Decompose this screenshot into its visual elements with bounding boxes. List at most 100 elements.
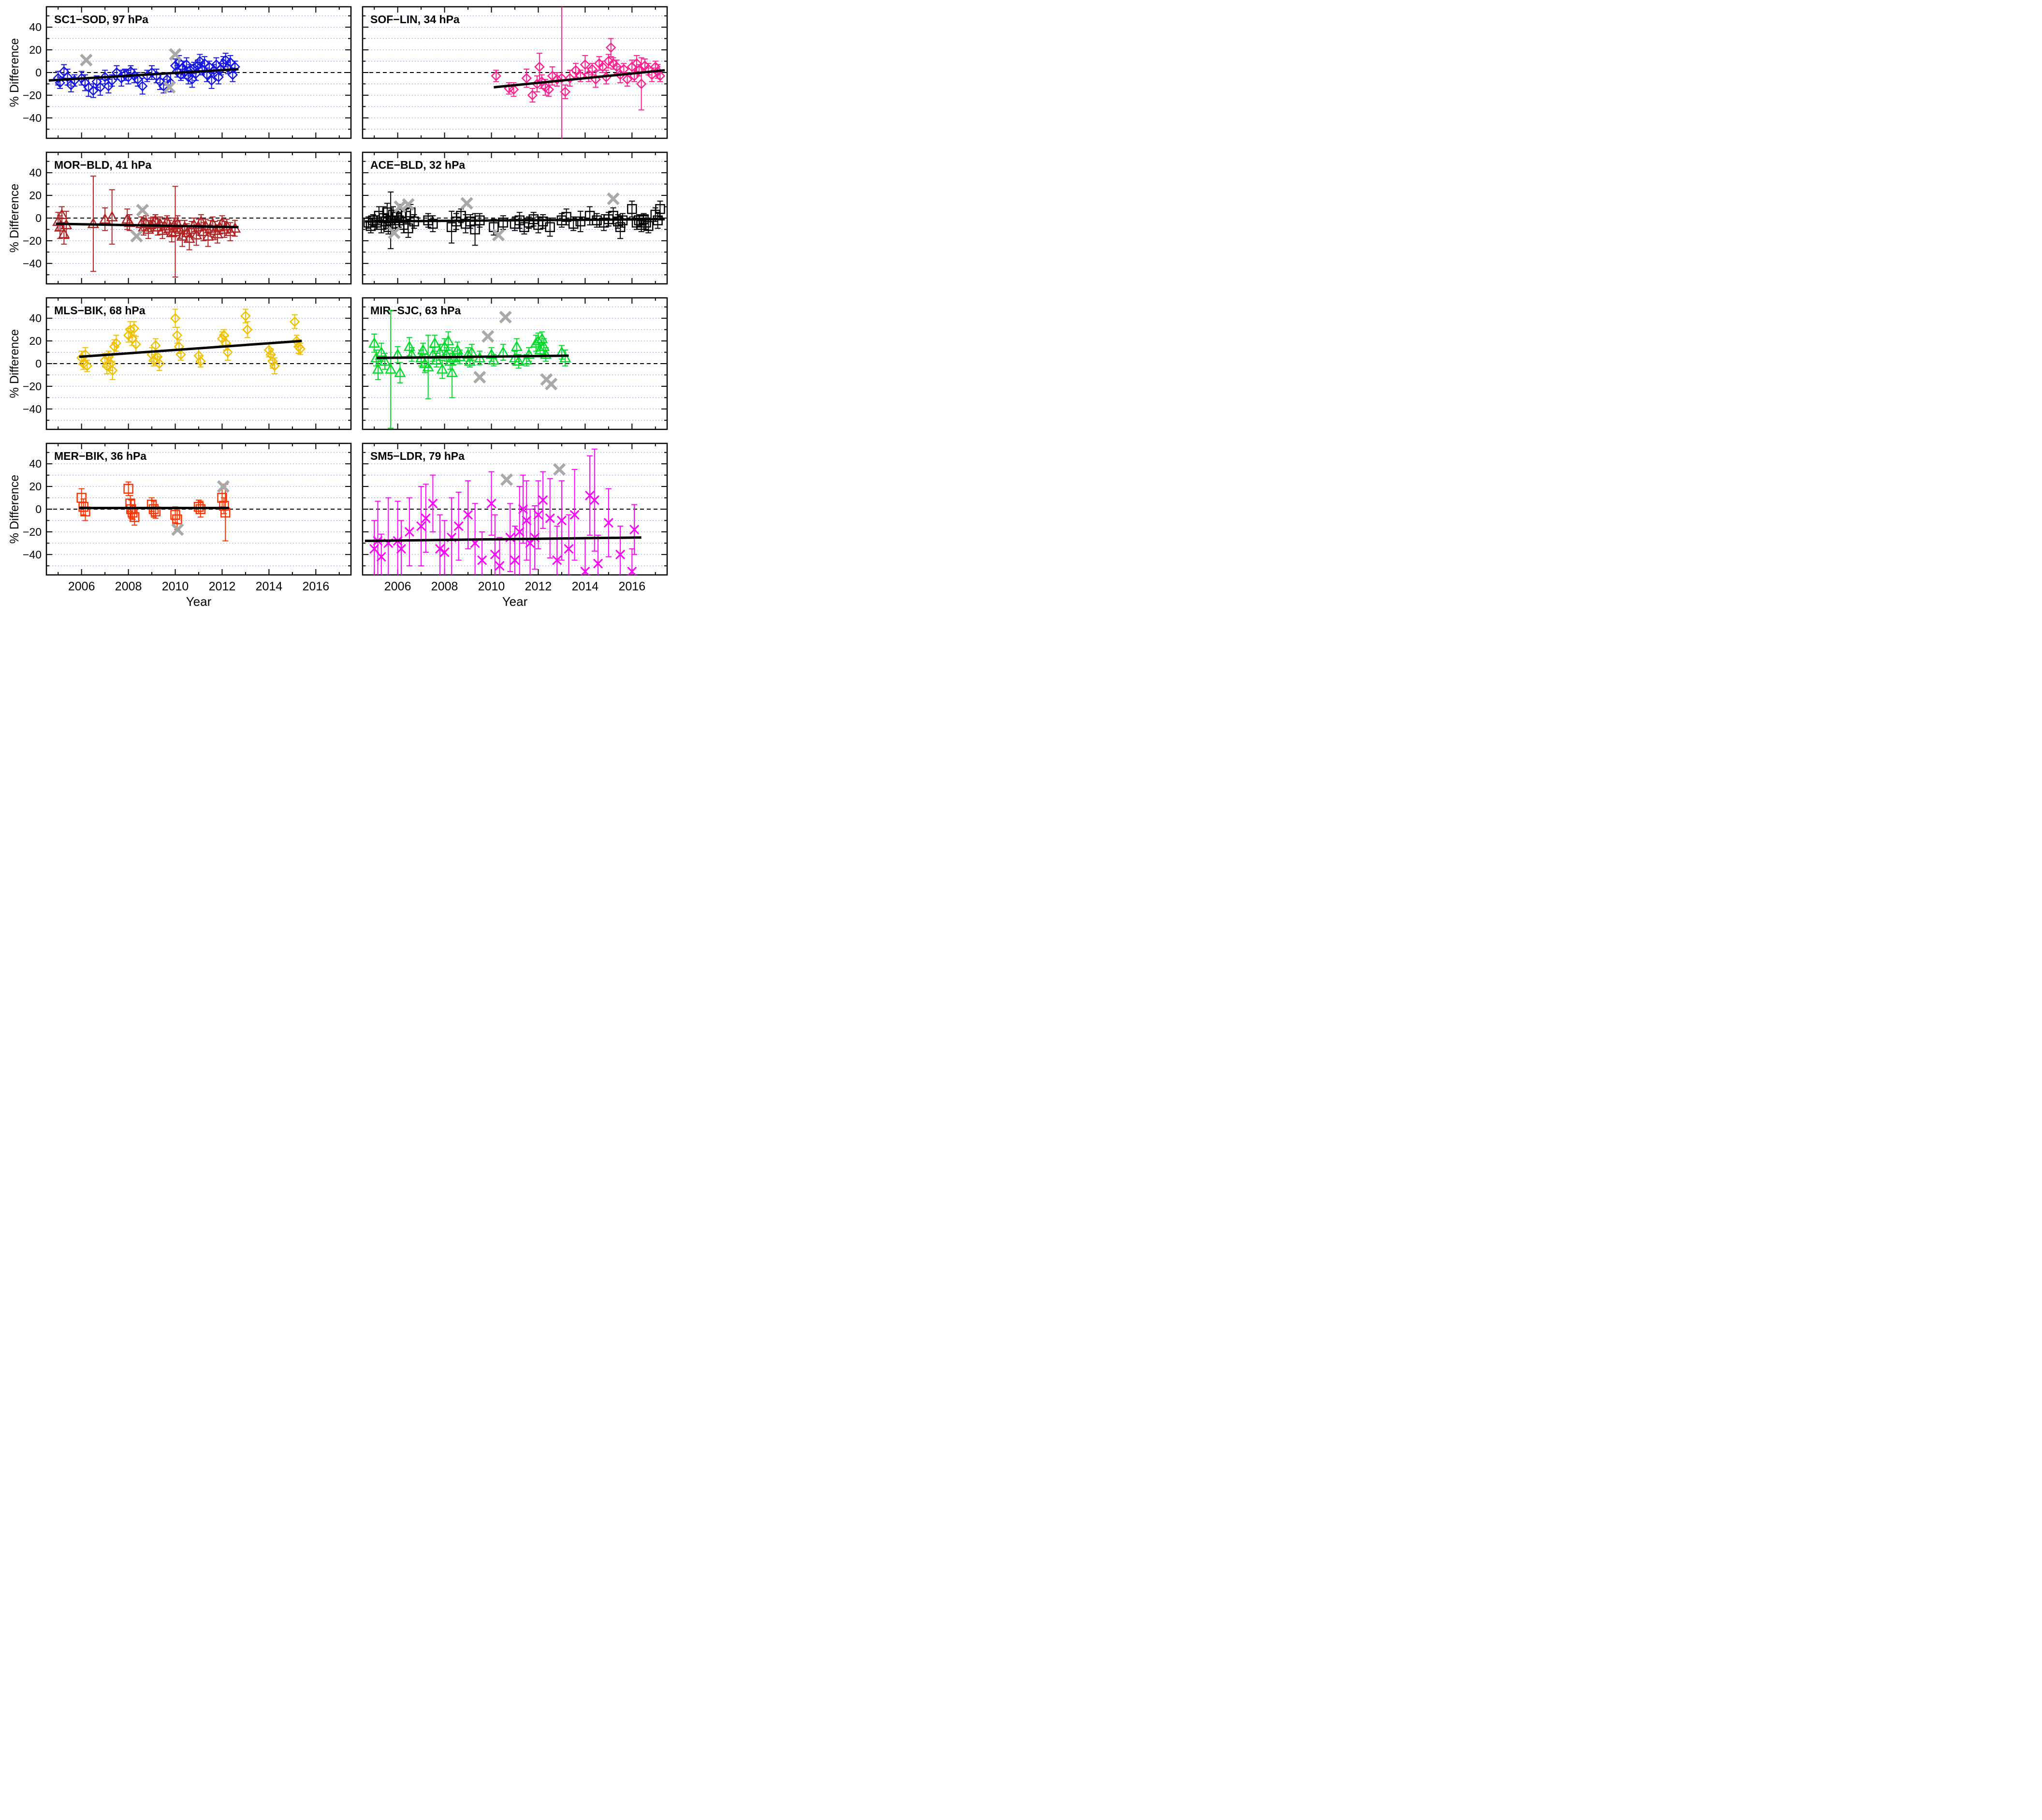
- axis-ticks: [363, 298, 667, 429]
- ozone-comparison-figure: −40 −20 0 20 40 % Difference SC1−SOD, 97 hPa S…: [0, 0, 684, 615]
- svg-text:2016: 2016: [302, 580, 329, 593]
- axis-ticks: [46, 7, 351, 138]
- plot-area: −40 −20 0 20 40 % Difference MLS−BIK, 68 hPa: [8, 297, 352, 430]
- data-layer: [48, 48, 240, 98]
- data-layer: [76, 480, 231, 542]
- svg-text:2010: 2010: [478, 580, 505, 593]
- error-bars: [493, 7, 663, 138]
- axis-ticks: [46, 298, 351, 429]
- data-points: [368, 332, 571, 377]
- svg-text:−20: −20: [23, 526, 42, 538]
- panel-mls-bik: −40 −20 0 20 40 % Difference MLS−BIK, 68 hPa: [4, 295, 353, 436]
- svg-text:2016: 2016: [618, 580, 645, 593]
- plot-area: −40 −20 0 20 40 % Difference SC1−SOD, 97 hPa: [8, 6, 352, 139]
- svg-text:40: 40: [29, 21, 42, 33]
- svg-text:2012: 2012: [209, 580, 236, 593]
- svg-text:−20: −20: [23, 380, 42, 393]
- svg-text:2010: 2010: [162, 580, 189, 593]
- x-axis-label: Year: [502, 594, 528, 609]
- panel-title: MER−BIK, 36 hPa: [54, 450, 146, 462]
- panel-background: [4, 440, 353, 609]
- svg-text:2012: 2012: [525, 580, 552, 593]
- svg-text:20: 20: [29, 44, 42, 56]
- svg-text:0: 0: [35, 66, 42, 79]
- panel-title: ACE−BLD, 32 hPa: [370, 159, 465, 171]
- y-tick-labels: −40 −20 0 20 40: [23, 21, 42, 124]
- axis-ticks: [46, 152, 351, 284]
- y-tick-labels: −40 −20 0 20 40: [23, 166, 42, 270]
- svg-text:−20: −20: [23, 235, 42, 247]
- axis-ticks: [46, 443, 351, 575]
- trend-line: [494, 69, 665, 88]
- svg-text:20: 20: [29, 335, 42, 347]
- y-axis-label: % Difference: [8, 329, 21, 398]
- svg-text:0: 0: [35, 357, 42, 370]
- data-points: [53, 55, 240, 96]
- panel-mor-bld: −40 −20 0 20 40 % Difference MOR−BLD, 41 hPa: [4, 149, 353, 290]
- svg-text:−40: −40: [23, 112, 42, 124]
- y-axis-label: % Difference: [8, 38, 21, 107]
- x-tick-labels: 2006 2008 2010 2012 2014 2016: [68, 580, 329, 593]
- outlier-x-markers: [500, 463, 566, 486]
- svg-text:20: 20: [29, 480, 42, 493]
- svg-text:−40: −40: [23, 257, 42, 270]
- svg-text:40: 40: [29, 166, 42, 179]
- chart-mor-bld: −40 −20 0 20 40 % Difference MOR−BLD, 41 hPa: [4, 149, 353, 288]
- svg-text:−40: −40: [23, 403, 42, 415]
- panel-title: SOF−LIN, 34 hPa: [370, 13, 460, 26]
- svg-text:2006: 2006: [384, 580, 411, 593]
- svg-text:0: 0: [35, 503, 42, 515]
- data-layer: [491, 7, 666, 138]
- outlier-x-markers: [473, 310, 558, 391]
- outlier-x-markers: [130, 204, 149, 243]
- panel-title: MOR−BLD, 41 hPa: [54, 159, 152, 171]
- chart-sm5-ldr: 2006 2008 2010 2012 2014 2016 Year SM5−LDR, 79 …: [360, 440, 672, 609]
- panel-title: SM5−LDR, 79 hPa: [370, 450, 465, 462]
- chart-mir-sjc: MIR−SJC, 63 hPa: [360, 295, 672, 433]
- chart-mls-bik: −40 −20 0 20 40 % Difference MLS−BIK, 68 hPa: [4, 295, 353, 433]
- trend-line: [377, 354, 569, 359]
- panel-background: [360, 440, 672, 609]
- y-tick-labels: −40 −20 0 20 40: [23, 312, 42, 415]
- svg-text:2014: 2014: [256, 580, 283, 593]
- svg-text:2008: 2008: [115, 580, 142, 593]
- data-layer: [76, 308, 306, 380]
- outlier-x-markers: [388, 192, 620, 242]
- x-axis-label: Year: [186, 594, 212, 609]
- trend-line: [365, 536, 642, 543]
- svg-text:40: 40: [29, 312, 42, 324]
- data-points: [369, 490, 640, 575]
- svg-text:−20: −20: [23, 89, 42, 102]
- y-axis-label: % Difference: [8, 475, 21, 544]
- data-layer: [52, 176, 241, 278]
- panel-sc1-sod: −40 −20 0 20 40 % Difference SC1−SOD, 97 hPa: [4, 4, 353, 145]
- outlier-x-markers: [171, 480, 230, 536]
- panel-mer-bik: −40 −20 0 20 40% Difference 2006 2008 2010 2012 2…: [4, 440, 353, 611]
- panel-title: SC1−SOD, 97 hPa: [54, 13, 148, 26]
- chart-ace-bld: ACE−BLD, 32 hPa: [360, 149, 672, 288]
- panel-mir-sjc: MIR−SJC, 63 hPa: [360, 295, 672, 436]
- chart-sc1-sod: −40 −20 0 20 40 % Difference SC1−SOD, 97 hPa: [4, 4, 353, 142]
- panel-sof-lin: SOF−LIN, 34 hPa: [360, 4, 672, 145]
- panel-grid: −40 −20 0 20 40 % Difference SC1−SOD, 97 hPa S…: [4, 4, 680, 611]
- plot-area: −40 −20 0 20 40 % Difference MOR−BLD, 41 hPa: [8, 151, 352, 285]
- data-points: [76, 310, 306, 376]
- y-axis-label: % Difference: [8, 184, 21, 253]
- data-layer: [368, 309, 571, 429]
- data-layer: [365, 448, 642, 575]
- svg-text:2006: 2006: [68, 580, 95, 593]
- trend-line: [79, 339, 302, 358]
- panel-title: MLS−BIK, 68 hPa: [54, 304, 146, 317]
- outlier-x-markers: [80, 48, 182, 94]
- svg-text:2014: 2014: [572, 580, 599, 593]
- y-tick-labels: −40 −20 0 20 40: [23, 457, 42, 561]
- svg-text:2008: 2008: [431, 580, 458, 593]
- trend-line: [48, 68, 239, 82]
- svg-text:40: 40: [29, 457, 42, 470]
- data-layer: [363, 191, 665, 250]
- svg-text:−40: −40: [23, 548, 42, 561]
- panel-title: MIR−SJC, 63 hPa: [370, 304, 461, 317]
- plot-area: SOF−LIN, 34 hPa: [362, 6, 668, 139]
